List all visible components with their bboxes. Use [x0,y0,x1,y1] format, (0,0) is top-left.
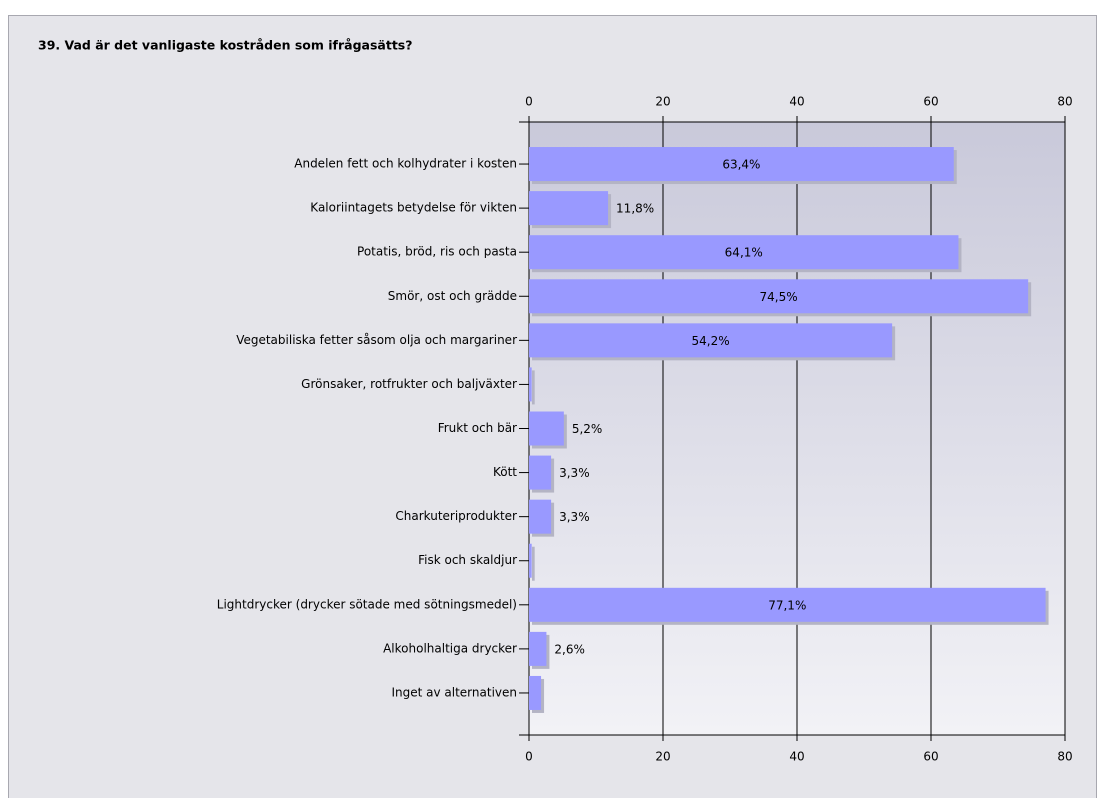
x-tick-label: 0 [525,95,533,109]
bar [529,367,532,402]
y-tick-label: Fisk och skaldjur [418,553,517,567]
x-tick-label: 60 [923,750,938,764]
data-label: 2,6% [554,642,585,656]
x-tick-label: 60 [923,95,938,109]
data-label: 74,5% [760,290,798,304]
x-tick-label: 40 [789,95,804,109]
data-label: 64,1% [725,246,763,260]
bar [529,631,547,666]
x-tick-label: 80 [1057,95,1072,109]
data-label: 77,1% [768,598,806,612]
bar [529,543,532,578]
y-tick-label: Kött [493,465,517,479]
y-tick-label: Grönsaker, rotfrukter och baljväxter [301,377,517,391]
bar [529,675,542,710]
bar [529,587,1046,622]
data-label: 63,4% [722,158,760,172]
y-tick-label: Lightdrycker (drycker sötade med sötning… [217,597,517,611]
x-tick-label: 40 [789,750,804,764]
bar-shadow [532,370,535,405]
y-tick-label: Kaloriintagets betydelse för vikten [310,201,517,215]
x-tick-label: 0 [525,750,533,764]
bar-shadow [532,546,535,581]
x-tick-label: 20 [655,750,670,764]
y-tick-label: Charkuteriprodukter [395,509,517,523]
y-tick-label: Vegetabiliska fetter såsom olja och marg… [236,333,517,347]
y-tick-label: Smör, ost och grädde [388,289,517,303]
chart-title: 39. Vad är det vanligaste kostråden som … [38,38,413,53]
x-tick-label: 80 [1057,750,1072,764]
data-label: 11,8% [616,202,654,216]
bar [529,191,609,226]
bar [529,279,1029,314]
bar [529,499,552,534]
y-tick-label: Frukt och bär [438,421,517,435]
data-label: 3,3% [559,466,590,480]
x-tick-label: 20 [655,95,670,109]
y-tick-label: Potatis, bröd, ris och pasta [357,245,517,259]
data-label: 5,2% [572,422,603,436]
bar [529,235,959,270]
y-tick-label: Alkoholhaltiga drycker [383,641,517,655]
bar [529,323,893,358]
data-label: 54,2% [692,334,730,348]
bar [529,147,954,182]
y-tick-label: Andelen fett och kolhydrater i kosten [294,157,517,171]
y-tick-label: Inget av alternativen [391,685,517,699]
data-label: 3,3% [559,510,590,524]
bar [529,411,564,446]
bar [529,455,552,490]
